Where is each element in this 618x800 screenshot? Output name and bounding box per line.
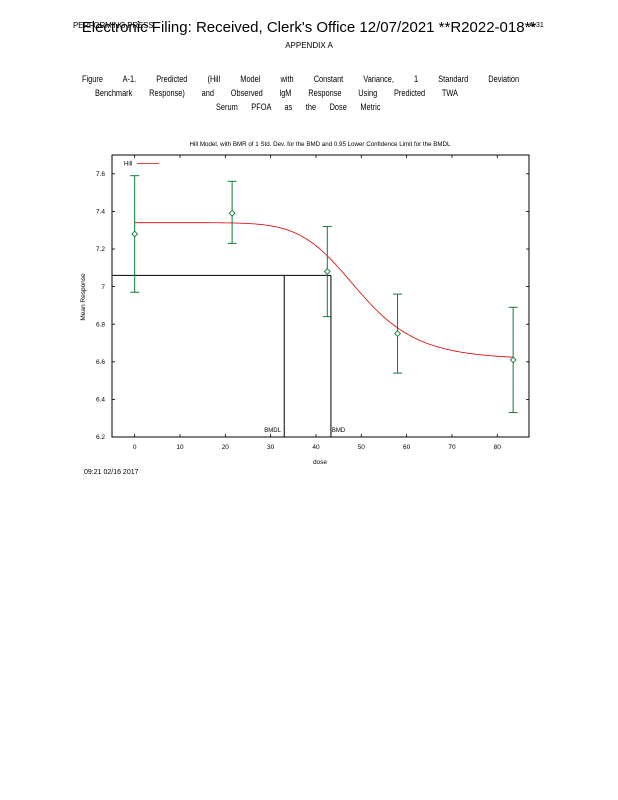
x-tick-label: 60 bbox=[403, 444, 411, 451]
bmdl-label: BMDL bbox=[264, 428, 281, 434]
bmd-label: BMD bbox=[332, 428, 346, 434]
observed-point bbox=[322, 225, 332, 318]
legend: Hill bbox=[124, 162, 159, 168]
x-tick-label: 50 bbox=[358, 444, 366, 451]
hill-model-curve bbox=[134, 222, 514, 358]
y-axis-label: Mean Response bbox=[80, 273, 87, 321]
y-tick-label: 7.2 bbox=[96, 246, 105, 253]
y-tick-label: 6.2 bbox=[96, 434, 105, 441]
benchmark-lines bbox=[112, 274, 332, 437]
x-axis-label: dose bbox=[313, 459, 327, 466]
page-number: A-31 bbox=[529, 22, 544, 29]
x-tick-label: 70 bbox=[448, 444, 456, 451]
observed-point bbox=[393, 293, 403, 374]
y-tick-label: 6.6 bbox=[96, 359, 105, 366]
mean-marker bbox=[228, 209, 236, 217]
figure-caption-line-1: Figure A-1. Predicted (Hill Model with C… bbox=[82, 74, 520, 84]
plot-frame bbox=[111, 154, 530, 438]
y-tick-label: 7.4 bbox=[96, 209, 105, 216]
filing-stamp: Electronic Filing: Received, Clerk's Off… bbox=[81, 19, 537, 36]
x-tick-label: 30 bbox=[267, 444, 275, 451]
observed-point bbox=[508, 306, 518, 414]
y-tick-label: 7 bbox=[101, 284, 105, 291]
print-timestamp: 09:21 02/16 2017 bbox=[84, 469, 139, 476]
header-left-text: PERFORMING PRESS bbox=[73, 21, 154, 30]
observed-point bbox=[130, 175, 140, 293]
mean-marker bbox=[131, 230, 139, 238]
axis-ticks: 0 10 20 30 40 50 60 70 80 6.2 6.4 6.6 6.8 7 7.2 7.4 7.6 bbox=[96, 155, 529, 451]
mean-marker bbox=[509, 356, 517, 364]
mean-marker bbox=[394, 330, 401, 338]
x-tick-label: 40 bbox=[312, 444, 320, 451]
x-tick-label: 20 bbox=[222, 444, 230, 451]
observed-point bbox=[227, 180, 237, 244]
appendix-label: APPENDIX A bbox=[285, 41, 333, 50]
figure-caption-line-2: Benchmark Response) and Observed lgM Res… bbox=[95, 88, 458, 98]
y-tick-label: 6.8 bbox=[96, 321, 105, 328]
mean-marker bbox=[323, 268, 331, 275]
chart-title: Hill Model, with BMR of 1 Std. Dev. for … bbox=[190, 141, 451, 148]
y-tick-label: 6.4 bbox=[96, 397, 105, 404]
x-tick-label: 0 bbox=[133, 444, 137, 451]
observed-points bbox=[130, 175, 518, 414]
x-tick-label: 80 bbox=[494, 444, 502, 451]
x-tick-label: 10 bbox=[176, 444, 184, 451]
y-tick-label: 7.6 bbox=[96, 171, 105, 178]
figure-caption-line-3: Serum PFOA as the Dose Metric bbox=[216, 102, 381, 112]
legend-label: Hill bbox=[124, 162, 132, 168]
